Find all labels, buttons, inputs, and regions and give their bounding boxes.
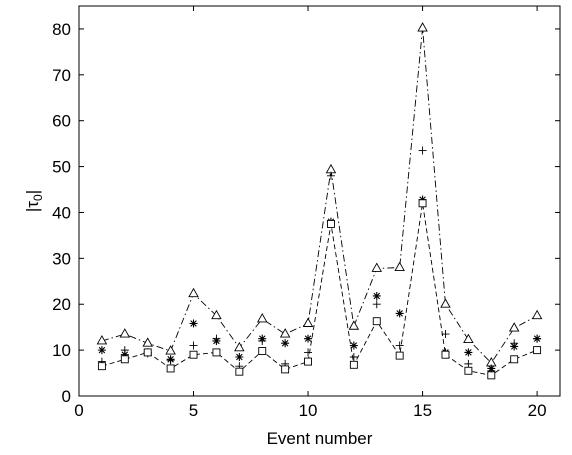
y-axis-label-main: |τ	[23, 201, 42, 212]
series-layer	[96, 22, 543, 380]
y-axis-label: |τ0|	[23, 190, 45, 212]
triangle-point	[394, 261, 405, 271]
triangle-point	[211, 309, 222, 320]
square-point	[487, 371, 496, 380]
y-tick-label: 0	[62, 387, 71, 406]
ticks-layer: 0 5 10 15 20 0 10 20 30 40 50 60 70 80	[52, 6, 560, 420]
x-tick-label: 20	[528, 401, 547, 420]
square-point	[189, 350, 198, 359]
triangle-point	[279, 328, 291, 338]
series-plus	[97, 146, 542, 375]
y-axis-label-end: |	[23, 190, 42, 194]
x-axis-label: Event number	[267, 429, 373, 448]
series-square	[97, 199, 542, 380]
asterisk-point	[258, 334, 267, 343]
asterisk-point	[235, 353, 244, 361]
square-point	[349, 360, 358, 369]
square-point	[510, 355, 519, 364]
x-tick-label: 15	[413, 401, 432, 420]
square-point	[120, 355, 129, 364]
x-tick-label: 0	[74, 401, 83, 420]
square-point	[212, 348, 221, 357]
asterisk-point	[189, 319, 198, 328]
square-point	[464, 366, 473, 375]
asterisk-point	[395, 309, 404, 318]
triangle-point	[256, 312, 268, 323]
asterisk-point	[281, 339, 290, 348]
triangle-point	[188, 287, 199, 298]
square-point	[97, 362, 106, 371]
square-point	[235, 367, 244, 376]
square-point	[258, 347, 267, 355]
triangle-point	[96, 335, 108, 345]
triangle-point	[234, 341, 245, 352]
triangle-point	[325, 163, 337, 174]
square-point	[327, 219, 335, 228]
triangle-point	[302, 317, 314, 327]
plus-point	[418, 146, 427, 155]
square-point	[143, 348, 152, 357]
triangle-point	[371, 262, 383, 272]
triangle-point	[142, 337, 153, 347]
square-point	[372, 317, 381, 326]
square-point	[418, 199, 427, 208]
x-tick-label: 10	[299, 401, 318, 420]
square-point	[281, 365, 290, 374]
y-tick-label: 40	[52, 203, 71, 222]
square-point	[395, 351, 404, 360]
triangle-point	[348, 320, 360, 330]
asterisk-point	[533, 334, 542, 343]
y-axis-label-subscript: 0	[31, 194, 45, 201]
asterisk-point	[212, 336, 221, 345]
triangle-point	[463, 333, 474, 344]
asterisk-point	[166, 355, 175, 364]
asterisk-point	[487, 364, 496, 373]
plot-frame	[78, 5, 561, 397]
series-line-triangle	[101, 27, 538, 364]
triangle-point	[508, 322, 520, 332]
square-point	[304, 357, 312, 366]
square-point	[441, 350, 450, 359]
square-point	[166, 364, 175, 373]
plus-point	[395, 341, 404, 350]
y-tick-label: 10	[52, 341, 71, 360]
plus-point	[349, 353, 358, 361]
y-tick-label: 20	[52, 295, 71, 314]
y-tick-label: 30	[52, 249, 71, 268]
plus-point	[189, 341, 198, 350]
x-tick-label: 5	[189, 401, 198, 420]
plus-point	[464, 359, 473, 368]
series-triangle	[96, 22, 543, 367]
y-tick-label: 60	[52, 112, 71, 131]
asterisk-point	[304, 334, 313, 343]
triangle-point	[417, 22, 428, 32]
triangle-point	[440, 298, 451, 308]
y-tick-label: 70	[52, 66, 71, 85]
plus-point	[326, 171, 335, 180]
plus-point	[304, 348, 313, 357]
triangle-point	[119, 328, 131, 338]
asterisk-point	[510, 342, 519, 351]
square-point	[533, 346, 542, 355]
y-tick-label: 80	[52, 20, 71, 39]
asterisk-point	[120, 350, 129, 359]
triangle-point	[165, 345, 176, 355]
asterisk-point	[349, 341, 358, 350]
plus-point	[441, 330, 450, 339]
y-tick-label: 50	[52, 158, 71, 177]
plus-point	[372, 300, 381, 309]
asterisk-point	[97, 346, 106, 355]
triangle-point	[531, 309, 543, 320]
asterisk-point	[464, 348, 473, 357]
asterisk-point	[372, 291, 381, 300]
